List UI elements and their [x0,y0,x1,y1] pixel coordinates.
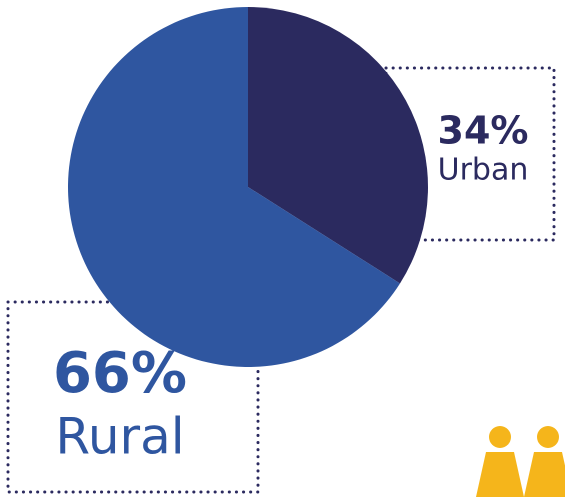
pie-slice [248,7,428,284]
labels: 34%Urban 66%Rural [53,109,529,466]
category-label: Rural [55,408,184,466]
category-label: Urban [438,153,529,188]
pie [67,7,428,368]
value-label: 34% [438,109,529,153]
people-icon [476,426,565,497]
value-label: 66% [53,341,187,406]
pie-slice [67,7,400,368]
label-box [384,66,556,242]
